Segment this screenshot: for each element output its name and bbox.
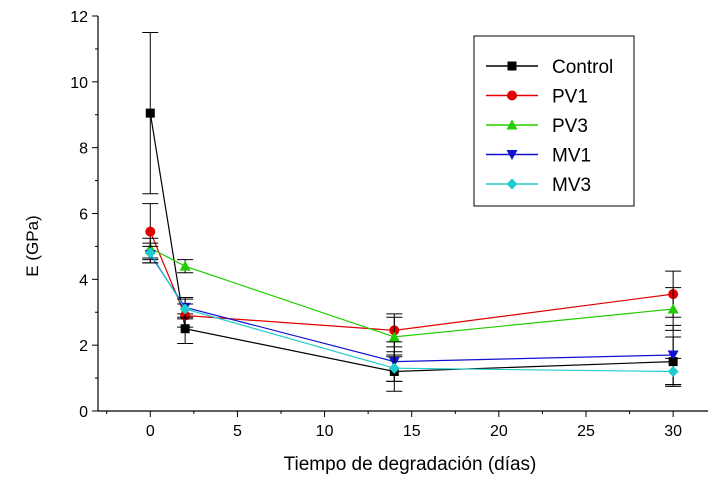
y-tick-label: 8 bbox=[79, 141, 88, 158]
legend-item-pv1: PV1 bbox=[486, 87, 588, 108]
y-tick-label: 6 bbox=[79, 207, 88, 224]
series-mv3 bbox=[142, 242, 682, 386]
legend-marker bbox=[506, 119, 518, 130]
x-tick-label: 10 bbox=[316, 423, 334, 440]
x-axis-label: Tiempo de degradación (días) bbox=[284, 454, 537, 475]
y-tick-label: 12 bbox=[70, 9, 88, 26]
legend: Control PV1 PV3 MV1 MV3 bbox=[473, 35, 635, 207]
legend-item-mv3: MV3 bbox=[486, 175, 591, 196]
series-pv1 bbox=[142, 203, 682, 348]
series-line bbox=[150, 247, 674, 338]
legend-marker bbox=[506, 178, 518, 190]
legend-label: PV1 bbox=[552, 87, 588, 108]
x-tick-label: 30 bbox=[664, 423, 682, 440]
legend-item-mv1: MV1 bbox=[486, 146, 591, 167]
data-point bbox=[145, 226, 156, 237]
data-point bbox=[145, 108, 155, 118]
legend-label: MV1 bbox=[552, 146, 591, 167]
legend-marker bbox=[507, 90, 517, 101]
series-line bbox=[149, 231, 674, 332]
x-tick-label: 5 bbox=[233, 423, 242, 440]
x-tick-label: 15 bbox=[403, 423, 421, 440]
legend-item-control: Control bbox=[486, 57, 613, 78]
data-point bbox=[667, 303, 679, 314]
y-tick-label: 2 bbox=[79, 338, 88, 355]
legend-marker bbox=[507, 61, 517, 71]
data-point bbox=[388, 362, 400, 374]
data-point bbox=[667, 350, 679, 361]
legend-item-pv3: PV3 bbox=[486, 116, 588, 137]
data-point bbox=[388, 331, 400, 342]
series-line bbox=[149, 252, 674, 373]
data-point bbox=[180, 324, 190, 334]
data-point bbox=[179, 303, 191, 315]
legend-marker bbox=[506, 150, 518, 160]
data-point bbox=[667, 366, 679, 377]
y-tick-label: 10 bbox=[70, 75, 88, 92]
x-tick-label: 25 bbox=[577, 423, 595, 440]
legend-label: PV3 bbox=[552, 116, 588, 137]
x-tick-label: 20 bbox=[490, 423, 508, 440]
legend-label: Control bbox=[552, 57, 613, 78]
data-point bbox=[179, 260, 191, 271]
data-point bbox=[144, 247, 156, 259]
y-tick-label: 0 bbox=[79, 404, 88, 421]
series-line bbox=[149, 254, 674, 363]
series-pv3 bbox=[142, 237, 682, 358]
y-axis-label: E (GPa) bbox=[23, 215, 42, 276]
x-tick-label: 0 bbox=[146, 423, 155, 440]
legend-box bbox=[473, 35, 635, 207]
legend-label: MV3 bbox=[552, 175, 591, 196]
series-layer bbox=[142, 31, 682, 392]
axes: 0 2 4 6 8 10 12 0 5 10 15 20 25 30 bbox=[70, 9, 708, 440]
series-line bbox=[149, 113, 674, 373]
y-tick-label: 4 bbox=[79, 272, 88, 289]
